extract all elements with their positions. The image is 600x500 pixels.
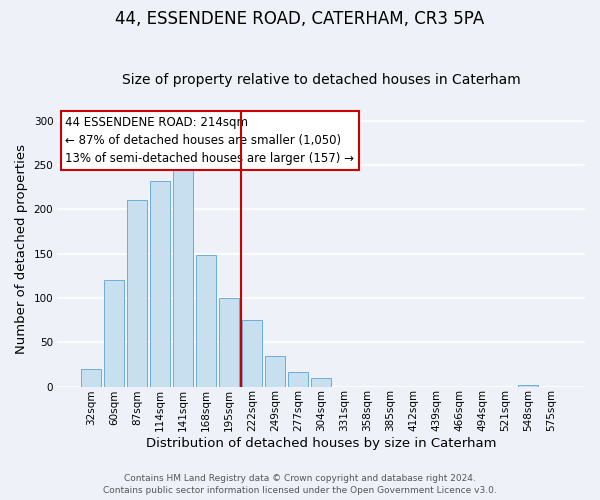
Bar	[311, 378, 331, 386]
Bar	[104, 280, 124, 386]
Bar	[82, 369, 101, 386]
X-axis label: Distribution of detached houses by size in Caterham: Distribution of detached houses by size …	[146, 437, 496, 450]
Bar	[265, 356, 285, 386]
Bar	[151, 181, 170, 386]
Bar	[289, 372, 308, 386]
Text: Contains HM Land Registry data © Crown copyright and database right 2024.
Contai: Contains HM Land Registry data © Crown c…	[103, 474, 497, 495]
Bar	[196, 256, 216, 386]
Y-axis label: Number of detached properties: Number of detached properties	[15, 144, 28, 354]
Bar	[242, 320, 262, 386]
Bar	[173, 165, 193, 386]
Bar	[220, 298, 239, 386]
Text: 44, ESSENDENE ROAD, CATERHAM, CR3 5PA: 44, ESSENDENE ROAD, CATERHAM, CR3 5PA	[115, 10, 485, 28]
Title: Size of property relative to detached houses in Caterham: Size of property relative to detached ho…	[122, 73, 521, 87]
Bar	[518, 385, 538, 386]
Bar	[127, 200, 147, 386]
Text: 44 ESSENDENE ROAD: 214sqm
← 87% of detached houses are smaller (1,050)
13% of se: 44 ESSENDENE ROAD: 214sqm ← 87% of detac…	[65, 116, 355, 165]
